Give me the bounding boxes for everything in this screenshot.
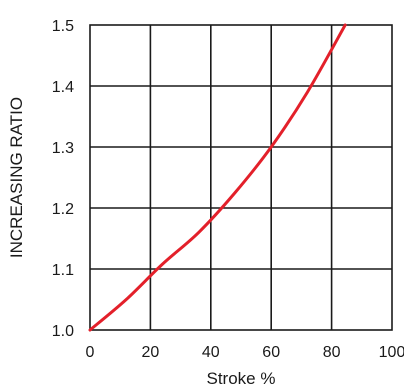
y-tick-label: 1.0 (52, 323, 74, 340)
x-tick-label: 60 (262, 344, 280, 361)
x-tick-label: 100 (379, 344, 404, 361)
y-axis-title: INCREASING RATIO (7, 97, 26, 258)
x-tick-label: 20 (142, 344, 160, 361)
x-tick-label: 40 (202, 344, 220, 361)
x-tick-label: 80 (323, 344, 341, 361)
y-tick-label: 1.1 (52, 262, 74, 279)
x-axis-title: Stroke % (207, 369, 276, 388)
y-tick-label: 1.4 (52, 79, 74, 96)
series-layer (88, 23, 347, 332)
x-axis-ticks: 0 20 40 60 80 100 (86, 344, 404, 361)
grid (90, 25, 392, 330)
y-tick-label: 1.2 (52, 201, 74, 218)
y-axis-ticks: 1.0 1.1 1.2 1.3 1.4 1.5 (52, 18, 74, 340)
x-tick-label: 0 (86, 344, 95, 361)
y-tick-label: 1.3 (52, 140, 74, 157)
plot-frame (89, 24, 393, 331)
y-tick-label: 1.5 (52, 18, 74, 35)
series-line (88, 23, 347, 332)
